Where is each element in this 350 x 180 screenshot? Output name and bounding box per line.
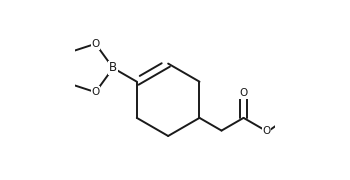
Text: O: O [262, 126, 271, 136]
Text: B: B [109, 62, 117, 75]
Text: O: O [91, 39, 100, 49]
Text: O: O [91, 87, 100, 97]
Text: O: O [239, 88, 248, 98]
